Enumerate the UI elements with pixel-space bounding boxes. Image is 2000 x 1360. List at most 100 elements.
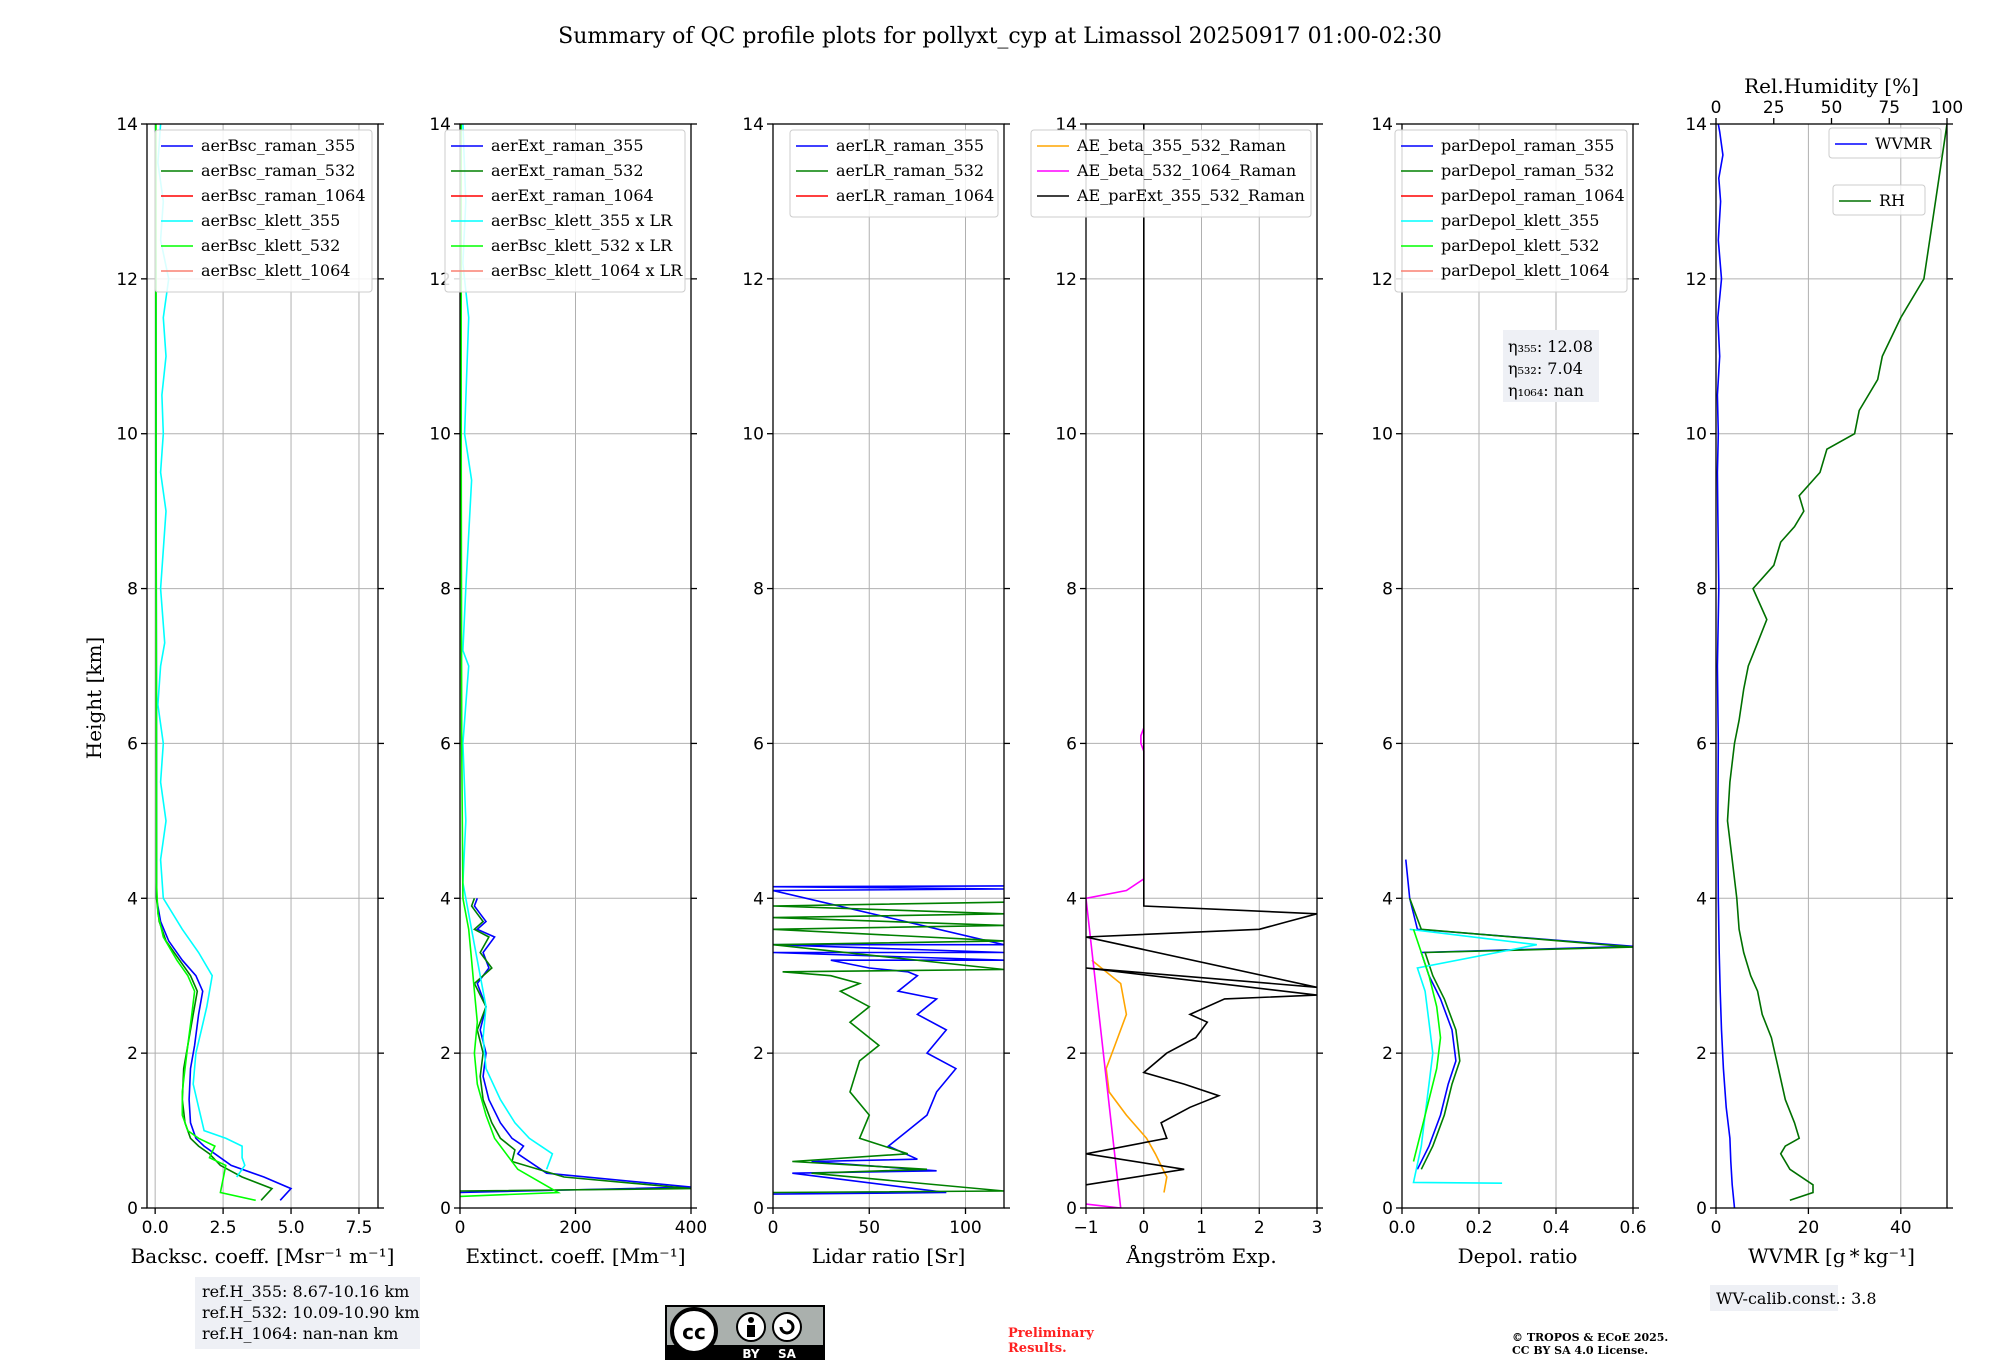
y-tick-label: 0	[753, 1199, 764, 1219]
legend: parDepol_raman_355 parDepol_raman_532 parD…	[1394, 129, 1628, 293]
legend-label: aerExt_raman_355	[491, 136, 644, 155]
y-tick-label: 12	[742, 270, 764, 290]
y-tick-label: 0	[440, 1199, 451, 1219]
y-tick-label: 2	[1696, 1044, 1707, 1064]
y-tick-label: 14	[1685, 115, 1707, 135]
y-tick-label: 8	[127, 580, 138, 600]
axes-frame	[1401, 123, 1634, 1209]
legend-label: parDepol_raman_355	[1441, 136, 1614, 155]
series-line-pardepol-raman-532	[1408, 898, 1633, 1170]
preliminary-text-1: Preliminary	[1008, 1326, 1094, 1341]
x2-tick-label: 0	[1711, 98, 1722, 118]
y-tick-label: 4	[1382, 889, 1393, 909]
y-tick-label: 0	[1066, 1199, 1077, 1219]
y-tick-label: 4	[440, 889, 451, 909]
legend-label: aerBsc_klett_355	[201, 211, 340, 230]
y-tick-label: 10	[742, 425, 764, 445]
legend-label: aerBsc_raman_1064	[201, 186, 366, 205]
cc-badge-text: cc	[682, 1320, 706, 1344]
cc-by-text: BY	[742, 1347, 759, 1360]
x2-tick-label: 25	[1763, 98, 1785, 118]
series-group	[154, 124, 293, 1202]
y-tick-label: 0	[1382, 1199, 1393, 1219]
legend-label: aerBsc_klett_1064	[201, 261, 350, 280]
legend-label: aerBsc_klett_532 x LR	[491, 236, 673, 255]
eta-text: η₅₃₂: 7.04	[1508, 359, 1583, 378]
y-tick-label: 12	[1055, 270, 1077, 290]
legend-label: AE_beta_355_532_Raman	[1076, 136, 1286, 155]
y-tick-label: 14	[1371, 115, 1393, 135]
legend-label: WVMR	[1875, 134, 1932, 153]
legend-label: aerBsc_raman_532	[201, 161, 355, 180]
series-line-rh	[1726, 124, 1947, 1202]
y-tick-label: 2	[440, 1044, 451, 1064]
legend-label: aerLR_raman_355	[836, 136, 984, 155]
figure-title: Summary of QC profile plots for pollyxt_…	[558, 24, 1442, 49]
panel-1: 0 2 4 6 8 10 12 14 0.0 2.5 5.0 7.5 Backsc. coeff. [M…	[116, 115, 394, 1268]
x-tick-label: 0	[768, 1218, 779, 1238]
x-tick-label: 400	[675, 1218, 707, 1238]
legend-label: parDepol_klett_355	[1441, 211, 1599, 230]
copyright-text-1: © TROPOS & ECoE 2025.	[1512, 1331, 1668, 1344]
series-line-ae-beta-355-532-raman	[1091, 959, 1168, 1193]
legend-label: parDepol_raman_1064	[1441, 186, 1625, 205]
copyright-text-2: CC BY SA 4.0 License.	[1512, 1344, 1648, 1357]
refH-532-text: ref.H_532: 10.09-10.90 km	[202, 1303, 420, 1322]
y-axis-label: Height [km]	[82, 637, 106, 759]
legend: aerExt_raman_355 aerExt_raman_532 aerExt_r…	[444, 129, 686, 293]
y-tick-label: 6	[1066, 734, 1077, 754]
x-tick-label: 20	[1798, 1218, 1820, 1238]
y-tick-label: 8	[1696, 580, 1707, 600]
y-tick-label: 4	[1066, 889, 1077, 909]
y-tick-label: 0	[1696, 1199, 1707, 1219]
x-tick-label: 0.6	[1619, 1218, 1646, 1238]
legend-label: aerLR_raman_1064	[836, 186, 994, 205]
y-tick-label: 10	[1055, 425, 1077, 445]
legend-label: aerExt_raman_1064	[491, 186, 654, 205]
series-group	[773, 885, 1004, 1195]
cc-license-badge: cc BY SA	[665, 1305, 825, 1360]
legend-label: parDepol_klett_1064	[1441, 261, 1610, 280]
cc-logo-icon	[670, 1307, 718, 1355]
x2-axis-label: Rel.Humidity [%]	[1744, 74, 1919, 98]
x-tick-label: 1	[1196, 1218, 1207, 1238]
series-line-aerbsc-klett-355	[157, 124, 246, 1178]
x-tick-label: 0.0	[1388, 1218, 1415, 1238]
x-tick-label: 50	[858, 1218, 880, 1238]
series-line-wvmr	[1716, 124, 1736, 1208]
refH-355-text: ref.H_355: 8.67-10.16 km	[202, 1282, 409, 1301]
series-line-pardepol-raman-355	[1405, 859, 1633, 1170]
legend-label: aerBsc_klett_355 x LR	[491, 211, 673, 230]
y-tick-label: 6	[753, 734, 764, 754]
series-line-aerext-raman-355	[460, 898, 691, 1194]
x-tick-label: 2.5	[210, 1218, 237, 1238]
x-axis-label: Depol. ratio	[1458, 1244, 1578, 1268]
eta-text: η₁₀₆₄: nan	[1508, 381, 1584, 400]
x-tick-label: 0	[455, 1218, 466, 1238]
x-tick-label: 5.0	[278, 1218, 305, 1238]
y-tick-label: 14	[742, 115, 764, 135]
y-tick-label: 4	[1696, 889, 1707, 909]
legend-label: aerLR_raman_532	[836, 161, 984, 180]
series-line-pardepol-klett-355	[1409, 928, 1537, 1184]
x-tick-label: 40	[1890, 1218, 1912, 1238]
refH-1064-text: ref.H_1064: nan-nan km	[202, 1324, 398, 1343]
y-tick-label: 8	[1066, 580, 1077, 600]
wv-calib-text: WV-calib.const.: 3.8	[1716, 1289, 1877, 1308]
x-tick-label: −1	[1073, 1218, 1098, 1238]
y-tick-label: 10	[1371, 425, 1393, 445]
legend: aerLR_raman_355 aerLR_raman_532 aerLR_rama…	[789, 129, 999, 218]
wv-calib-box: WV-calib.const.: 3.8	[1710, 1285, 1877, 1311]
x-tick-label: 200	[559, 1218, 591, 1238]
legend-label: aerExt_raman_532	[491, 161, 644, 180]
axes-frame	[1715, 123, 1948, 1209]
axes-frame	[146, 123, 379, 1209]
series-group	[1716, 124, 1947, 1208]
x2-tick-label: 50	[1821, 98, 1843, 118]
x-axis-label: Lidar ratio [Sr]	[812, 1244, 966, 1268]
legend-wvmr: WVMR	[1828, 127, 1942, 159]
